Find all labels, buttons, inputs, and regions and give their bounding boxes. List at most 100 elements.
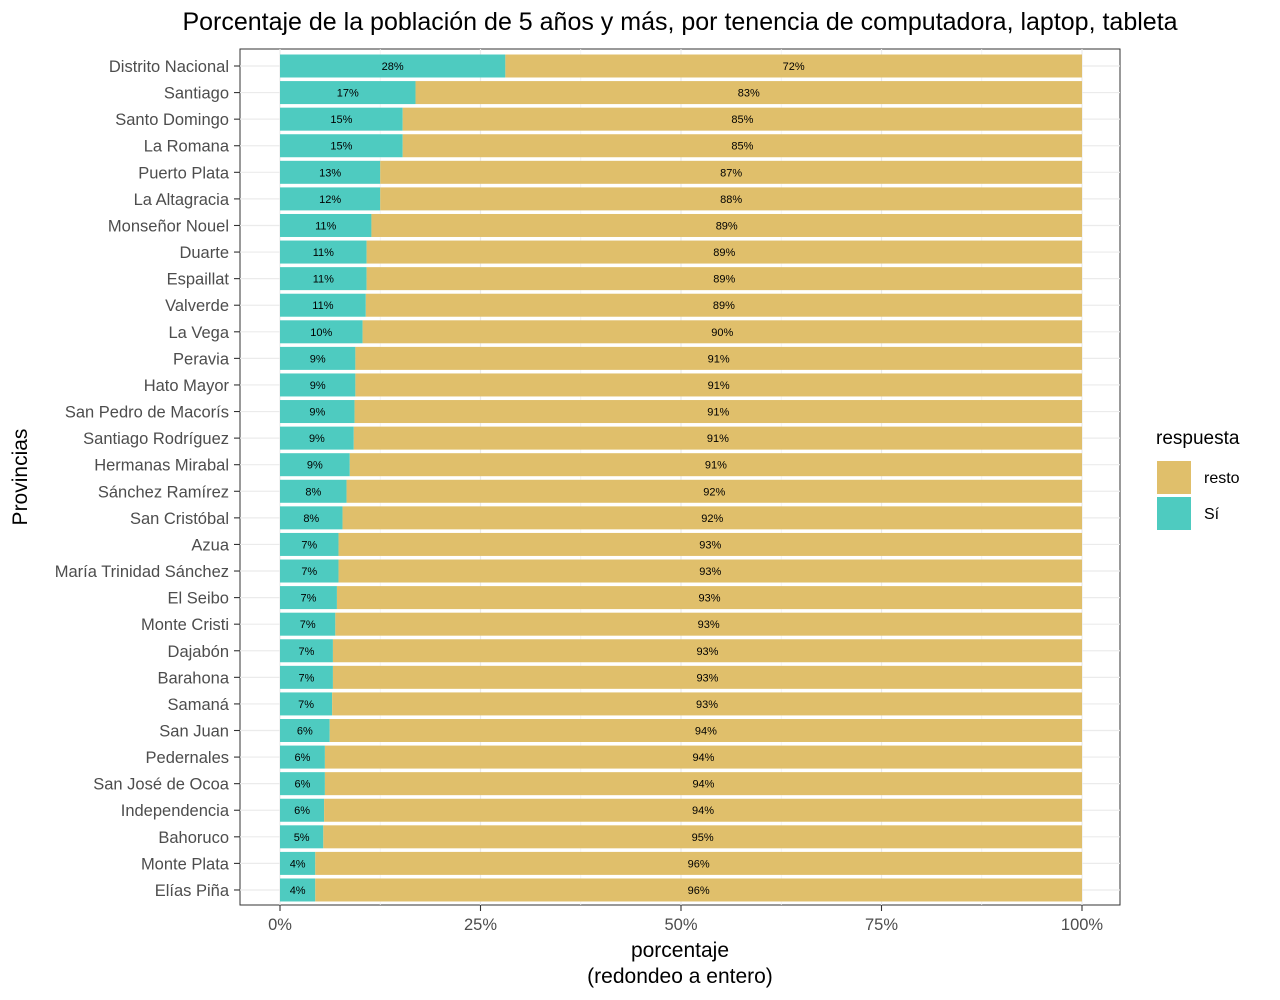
bar-si: [280, 81, 416, 105]
bar-resto: [338, 559, 1082, 583]
y-tick-label: Peravia: [173, 350, 230, 368]
bar-label-si: 9%: [307, 460, 323, 472]
bar-si: [280, 240, 367, 264]
bar-resto: [365, 293, 1083, 317]
y-tick-label: Dajabón: [168, 643, 229, 661]
bar-si: [280, 586, 337, 610]
bar-label-si: 6%: [294, 805, 310, 817]
chart-title: Porcentaje de la población de 5 años y m…: [182, 8, 1177, 36]
bar-resto: [335, 612, 1082, 636]
bar-label-resto: 89%: [713, 300, 735, 312]
bar-resto: [415, 81, 1083, 105]
y-tick-label: Samaná: [168, 696, 230, 714]
y-tick-label: Monseñor Nouel: [108, 217, 229, 235]
bar-si: [280, 160, 381, 184]
bar-resto: [353, 426, 1082, 450]
bar-label-resto: 93%: [699, 566, 721, 578]
bar-label-si: 7%: [299, 646, 315, 658]
y-tick-label: Santiago: [164, 85, 229, 103]
bar-label-resto: 94%: [692, 752, 714, 764]
bar-resto: [366, 240, 1083, 264]
bar-label-si: 7%: [298, 699, 314, 711]
bar-label-si: 9%: [309, 407, 325, 419]
bar-si: [280, 187, 381, 211]
bar-resto: [355, 346, 1082, 370]
bar-si: [280, 506, 343, 530]
y-tick-label: San José de Ocoa: [93, 776, 230, 794]
bar-label-si: 7%: [301, 593, 317, 605]
y-tick-label: El Seibo: [168, 590, 229, 608]
bar-si: [280, 293, 366, 317]
y-tick-label: La Romana: [144, 138, 230, 156]
y-tick-label: Elías Piña: [155, 882, 230, 900]
bar-label-si: 7%: [301, 539, 317, 551]
bar-resto: [324, 798, 1082, 822]
bar-label-si: 9%: [310, 353, 326, 365]
legend-key: [1157, 497, 1191, 530]
bar-label-si: 7%: [301, 566, 317, 578]
x-tick-label: 50%: [664, 916, 697, 934]
y-tick-label: Hato Mayor: [144, 377, 230, 395]
bar-label-resto: 93%: [698, 593, 720, 605]
bar-si: [280, 426, 354, 450]
y-tick-label: Pedernales: [146, 749, 229, 767]
bar-label-resto: 93%: [696, 646, 718, 658]
x-tick-label: 25%: [464, 916, 497, 934]
bar-label-si: 11%: [313, 247, 334, 259]
bar-label-si: 13%: [319, 167, 341, 179]
bar-si: [280, 453, 350, 477]
legend-title: respuesta: [1156, 428, 1240, 449]
bars: [280, 54, 1083, 902]
bar-label-resto: 89%: [716, 220, 738, 232]
bar-si: [280, 532, 339, 556]
y-tick-label: Hermanas Mirabal: [94, 457, 229, 475]
bar-si: [280, 267, 367, 291]
y-tick-label: Monte Plata: [141, 855, 230, 873]
legend-items: resto Sí: [1157, 461, 1240, 530]
y-tick-label: San Cristóbal: [130, 510, 229, 528]
x-tick-label: 0%: [268, 916, 292, 934]
bar-si: [280, 798, 325, 822]
x-tick-label: 100%: [1061, 916, 1104, 934]
legend-label: resto: [1204, 470, 1240, 487]
bar-si: [280, 612, 336, 636]
bar-resto: [349, 453, 1082, 477]
bar-si: [280, 745, 325, 769]
y-tick-label: San Pedro de Macorís: [65, 404, 229, 422]
bar-resto: [332, 639, 1082, 663]
legend-label: Sí: [1204, 506, 1220, 523]
y-tick-label: Monte Cristi: [141, 616, 229, 634]
bar-resto: [323, 825, 1083, 849]
bar-label-si: 17%: [337, 88, 359, 100]
bar-si: [280, 772, 325, 796]
bar-label-resto: 83%: [738, 88, 760, 100]
bar-label-si: 10%: [310, 327, 332, 339]
bar-label-resto: 95%: [692, 832, 714, 844]
y-tick-label: Sánchez Ramírez: [98, 483, 229, 501]
bar-si: [280, 851, 316, 875]
bar-label-si: 12%: [319, 194, 341, 206]
bar-label-resto: 85%: [731, 141, 753, 153]
y-tick-label: María Trinidad Sánchez: [55, 563, 229, 581]
bar-resto: [332, 665, 1082, 689]
bar-labels: 28% 72% 17% 83% 15% 85% 15% 85% 13% 87% 12% 88% 11% 8…: [290, 61, 805, 897]
bar-resto: [366, 267, 1083, 291]
bar-label-si: 7%: [299, 672, 315, 684]
y-tick-label: Espaillat: [167, 271, 230, 289]
bar-label-resto: 96%: [688, 858, 710, 870]
bar-label-resto: 93%: [698, 619, 720, 631]
bar-label-resto: 87%: [720, 167, 742, 179]
bar-label-resto: 85%: [731, 114, 753, 126]
x-axis-title: porcentaje: [631, 939, 729, 962]
bar-resto: [324, 745, 1082, 769]
bar-resto: [380, 187, 1082, 211]
bar-si: [280, 559, 339, 583]
bar-si: [280, 878, 316, 902]
bar-label-si: 15%: [330, 114, 352, 126]
bar-label-resto: 93%: [699, 539, 721, 551]
bar-resto: [371, 213, 1083, 237]
bar-label-si: 6%: [295, 779, 311, 791]
bar-label-resto: 94%: [695, 726, 717, 738]
bar-si: [280, 213, 372, 237]
x-axis-ticks: 0% 25% 50% 75% 100%: [268, 905, 1103, 934]
